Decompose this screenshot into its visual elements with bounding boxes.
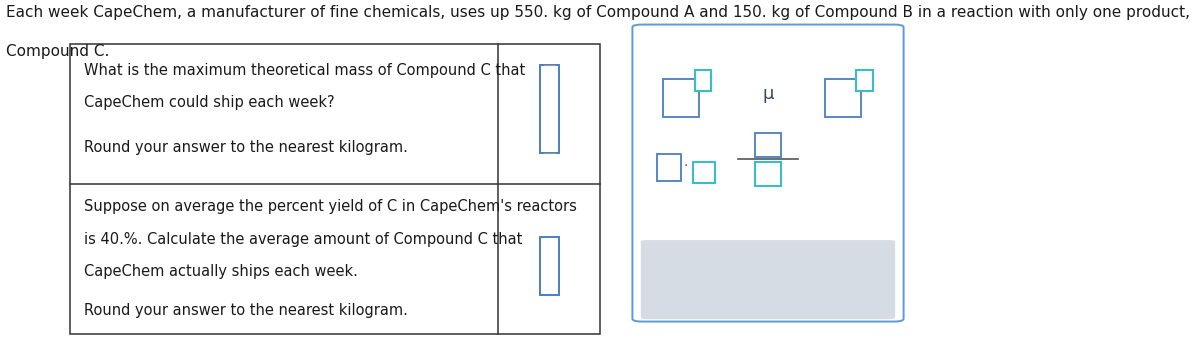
FancyBboxPatch shape xyxy=(632,25,904,322)
Text: x10: x10 xyxy=(672,95,688,104)
Text: ×: × xyxy=(679,271,695,288)
Text: CapeChem could ship each week?: CapeChem could ship each week? xyxy=(84,95,335,110)
Text: Round your answer to the nearest kilogram.: Round your answer to the nearest kilogra… xyxy=(84,140,408,155)
Bar xyxy=(695,70,712,91)
Text: ?: ? xyxy=(844,270,854,289)
Text: μ: μ xyxy=(762,85,774,103)
Text: is 40.%. Calculate the average amount of Compound C that: is 40.%. Calculate the average amount of… xyxy=(84,232,522,247)
Bar xyxy=(658,153,682,181)
Text: ↺: ↺ xyxy=(761,271,775,288)
Text: Each week CapeChem, a manufacturer of fine chemicals, uses up 550. kg of Compoun: Each week CapeChem, a manufacturer of fi… xyxy=(6,5,1190,20)
Text: What is the maximum theoretical mass of Compound C that: What is the maximum theoretical mass of … xyxy=(84,63,526,78)
Bar xyxy=(755,162,781,186)
Text: ·: · xyxy=(684,159,689,173)
Bar xyxy=(540,65,559,153)
Text: Compound C.: Compound C. xyxy=(6,44,109,59)
Text: Suppose on average the percent yield of C in CapeChem's reactors: Suppose on average the percent yield of … xyxy=(84,199,577,214)
Bar xyxy=(540,237,559,295)
FancyBboxPatch shape xyxy=(641,240,895,319)
Text: Round your answer to the nearest kilogram.: Round your answer to the nearest kilogra… xyxy=(84,303,408,318)
Bar xyxy=(70,44,600,334)
Bar xyxy=(856,70,872,91)
Bar xyxy=(755,133,781,157)
Bar xyxy=(664,79,700,117)
Bar xyxy=(694,162,715,182)
Text: CapeChem actually ships each week.: CapeChem actually ships each week. xyxy=(84,264,358,279)
Bar xyxy=(824,79,860,117)
